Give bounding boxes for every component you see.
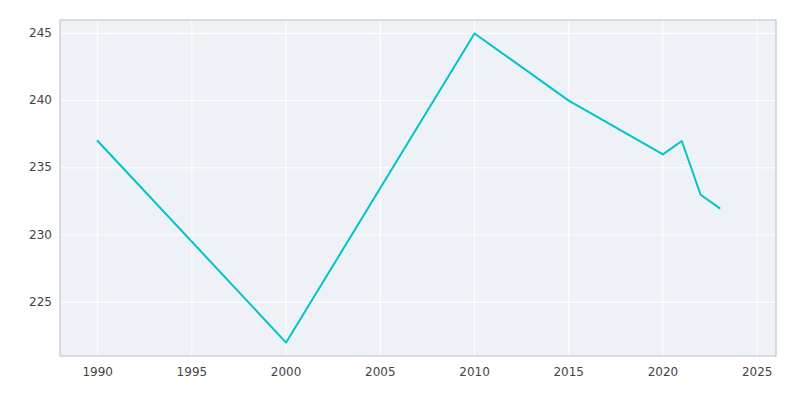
x-tick-label: 1990 [82, 365, 113, 379]
series-group [98, 33, 720, 342]
grid-line-y [60, 33, 776, 34]
x-tick-label: 2005 [365, 365, 396, 379]
plot-area [60, 20, 776, 356]
grid-line-x [662, 20, 663, 356]
x-tick-label: 2000 [271, 365, 302, 379]
grid-line-y [60, 167, 776, 168]
y-tick-label: 230 [29, 228, 52, 242]
y-tick-label: 240 [29, 93, 52, 107]
x-tick-label: 2025 [742, 365, 773, 379]
grid-line-x [474, 20, 475, 356]
grid-line-x [568, 20, 569, 356]
grid-line-y [60, 100, 776, 101]
grid-line-y [60, 235, 776, 236]
x-tick-label: 2020 [648, 365, 679, 379]
grid [60, 20, 776, 356]
grid-line-x [286, 20, 287, 356]
x-tick-label: 2015 [553, 365, 584, 379]
x-tick-label: 1995 [177, 365, 208, 379]
grid-line-x [97, 20, 98, 356]
plot-frame [60, 20, 776, 356]
y-tick-label: 225 [29, 295, 52, 309]
x-tick-label: 2010 [459, 365, 490, 379]
grid-line-y [60, 302, 776, 303]
chart: 225 230 235 240 245 1990 1995 2000 2005 2010 2015 2… [0, 0, 800, 400]
line [98, 33, 720, 342]
y-tick-label: 245 [29, 26, 52, 40]
grid-line-x [757, 20, 758, 356]
y-tick-label: 235 [29, 160, 52, 174]
grid-line-x [191, 20, 192, 356]
